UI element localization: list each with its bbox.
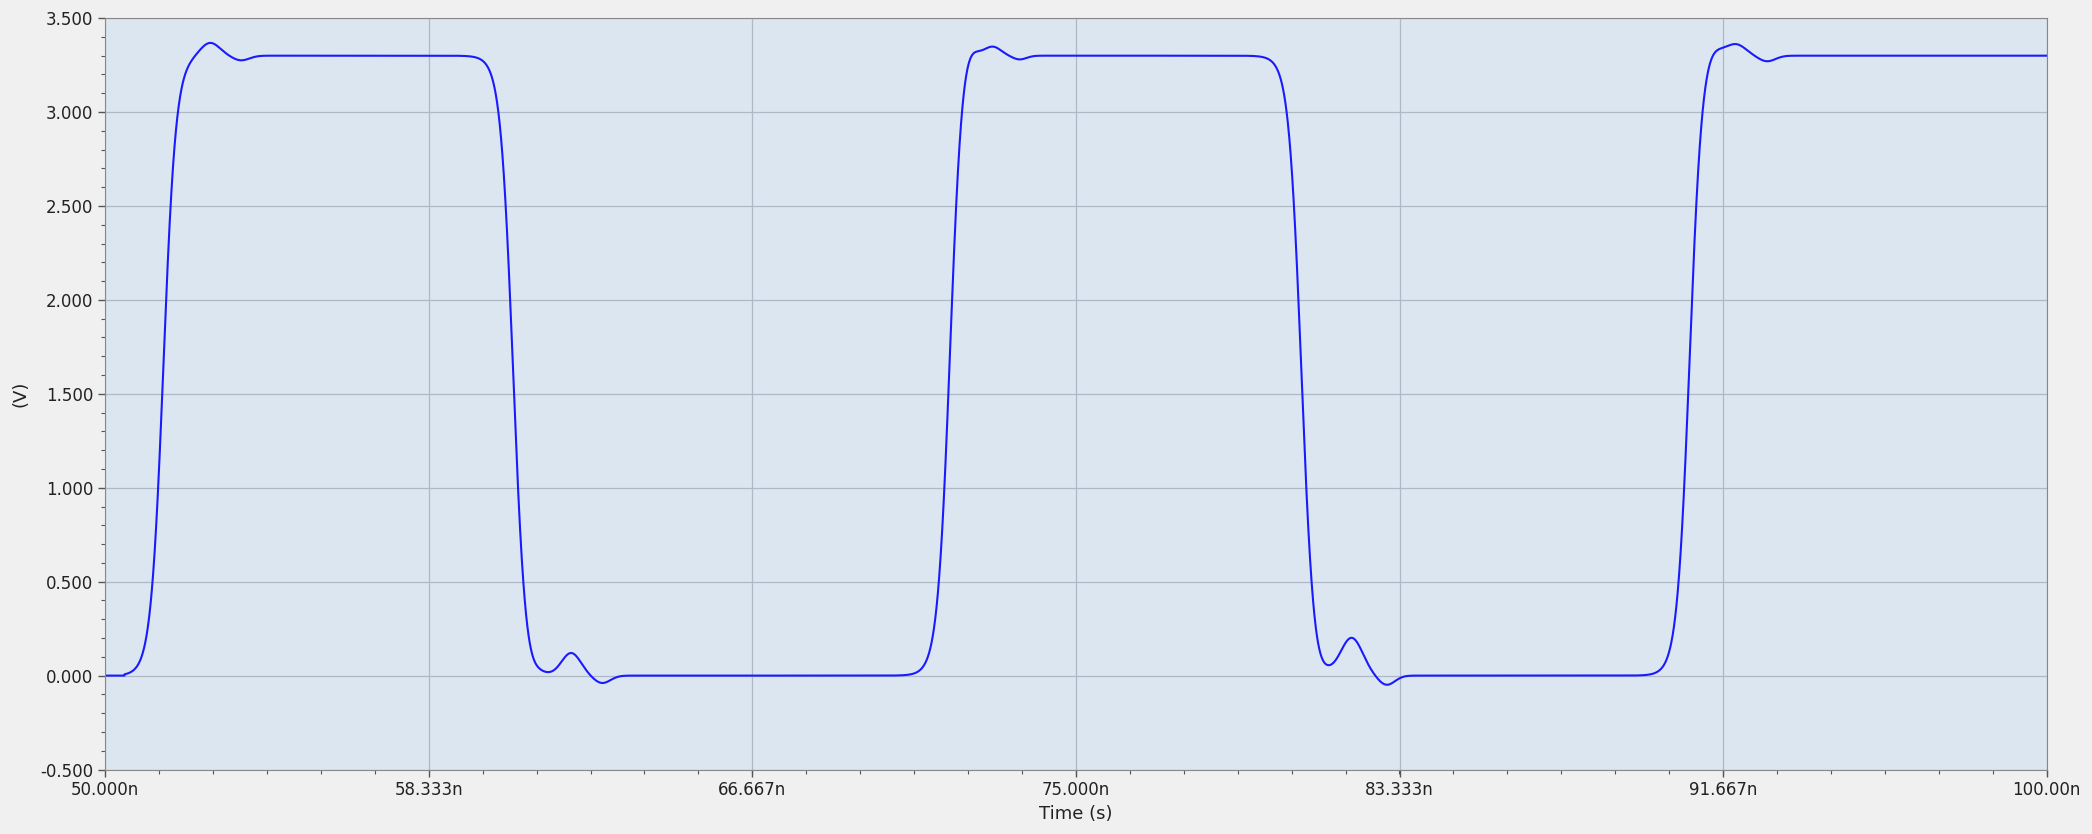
- Y-axis label: (V): (V): [10, 380, 29, 407]
- X-axis label: Time (s): Time (s): [1040, 805, 1113, 823]
